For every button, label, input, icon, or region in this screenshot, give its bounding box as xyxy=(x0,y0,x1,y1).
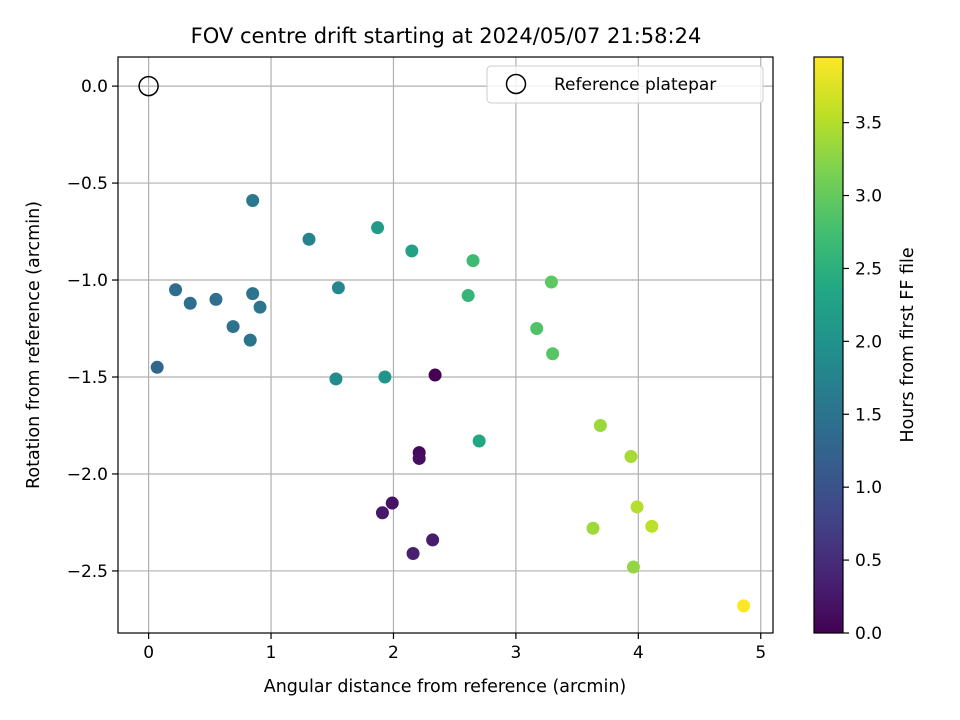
data-point xyxy=(530,322,544,336)
data-point xyxy=(544,275,558,289)
y-tick-label: −1.0 xyxy=(67,271,108,291)
data-point xyxy=(226,320,240,334)
x-axis-label: Angular distance from reference (arcmin) xyxy=(264,677,627,697)
x-tick-label: 2 xyxy=(388,643,399,663)
data-point xyxy=(246,287,260,301)
colorbar-tick-label: 2.0 xyxy=(855,332,882,352)
y-axis-ticks: 0.0 −0.5 −1.0 −1.5 −2.0 −2.5 xyxy=(67,77,118,582)
data-point xyxy=(586,521,600,535)
data-point xyxy=(461,289,475,303)
colorbar-label: Hours from first FF file xyxy=(898,247,918,442)
y-axis-label: Rotation from reference (arcmin) xyxy=(24,201,44,489)
colorbar-tick-label: 0.0 xyxy=(855,624,882,644)
reference-platepar-marker xyxy=(138,75,159,97)
data-point xyxy=(371,221,385,235)
data-point xyxy=(426,533,440,547)
colorbar: 0.0 0.5 1.0 1.5 2.0 2.5 3.0 3.5 Hours from firs… xyxy=(813,56,918,644)
data-point xyxy=(302,232,316,246)
y-tick-label: −2.5 xyxy=(67,562,108,582)
data-point xyxy=(645,519,659,533)
y-tick-label: −2.0 xyxy=(67,465,108,485)
data-point xyxy=(331,281,345,295)
legend-marker-open-circle xyxy=(505,73,527,95)
data-point xyxy=(406,546,420,560)
x-tick-label: 1 xyxy=(266,643,277,663)
colorbar-tick-label: 1.5 xyxy=(855,405,882,425)
reference-marker-layer xyxy=(138,75,159,97)
y-tick-label: −0.5 xyxy=(67,174,108,194)
chart-title: FOV centre drift starting at 2024/05/07 … xyxy=(191,24,702,48)
data-point xyxy=(626,560,640,574)
colorbar-tick-label: 1.0 xyxy=(855,478,882,498)
data-point xyxy=(428,368,442,382)
y-tick-label: −1.5 xyxy=(67,368,108,388)
colorbar-tick-label: 2.5 xyxy=(855,259,882,279)
data-points xyxy=(150,194,751,613)
data-point xyxy=(466,254,480,268)
data-point xyxy=(624,450,638,464)
data-point xyxy=(329,372,343,386)
legend-entry-label: Reference platepar xyxy=(554,75,716,95)
data-point xyxy=(378,370,392,384)
data-point xyxy=(630,500,644,514)
data-point xyxy=(737,599,751,613)
x-tick-label: 5 xyxy=(755,643,766,663)
colorbar-tick-label: 3.0 xyxy=(855,187,882,207)
plot-frame xyxy=(117,56,774,634)
colorbar-tick-label: 3.5 xyxy=(855,114,882,134)
data-point xyxy=(253,300,267,314)
data-point xyxy=(243,333,257,347)
data-point xyxy=(183,296,197,310)
data-point xyxy=(169,283,183,297)
data-point xyxy=(150,360,164,374)
data-point xyxy=(375,506,389,520)
colorbar-ticks: 0.0 0.5 1.0 1.5 2.0 2.5 3.0 3.5 xyxy=(843,114,882,644)
x-tick-label: 4 xyxy=(633,643,644,663)
y-tick-label: 0.0 xyxy=(81,77,108,97)
legend: Reference platepar xyxy=(486,65,764,104)
data-point xyxy=(412,451,426,465)
x-tick-label: 0 xyxy=(143,643,154,663)
colorbar-gradient xyxy=(813,56,844,634)
legend-box xyxy=(486,65,764,104)
plot-area: 0 1 2 3 4 5 0.0 −0.5 −1.0 −1.5 −2.0 −2.5 xyxy=(67,56,774,663)
x-tick-label: 3 xyxy=(510,643,521,663)
data-point xyxy=(246,194,260,208)
data-point xyxy=(385,496,399,510)
data-point xyxy=(405,244,419,258)
data-point xyxy=(546,347,560,361)
x-axis-ticks: 0 1 2 3 4 5 xyxy=(143,633,766,663)
gridlines xyxy=(118,57,773,633)
data-point xyxy=(472,434,486,448)
data-point xyxy=(593,418,607,432)
data-point xyxy=(209,292,223,306)
colorbar-tick-label: 0.5 xyxy=(855,551,882,571)
